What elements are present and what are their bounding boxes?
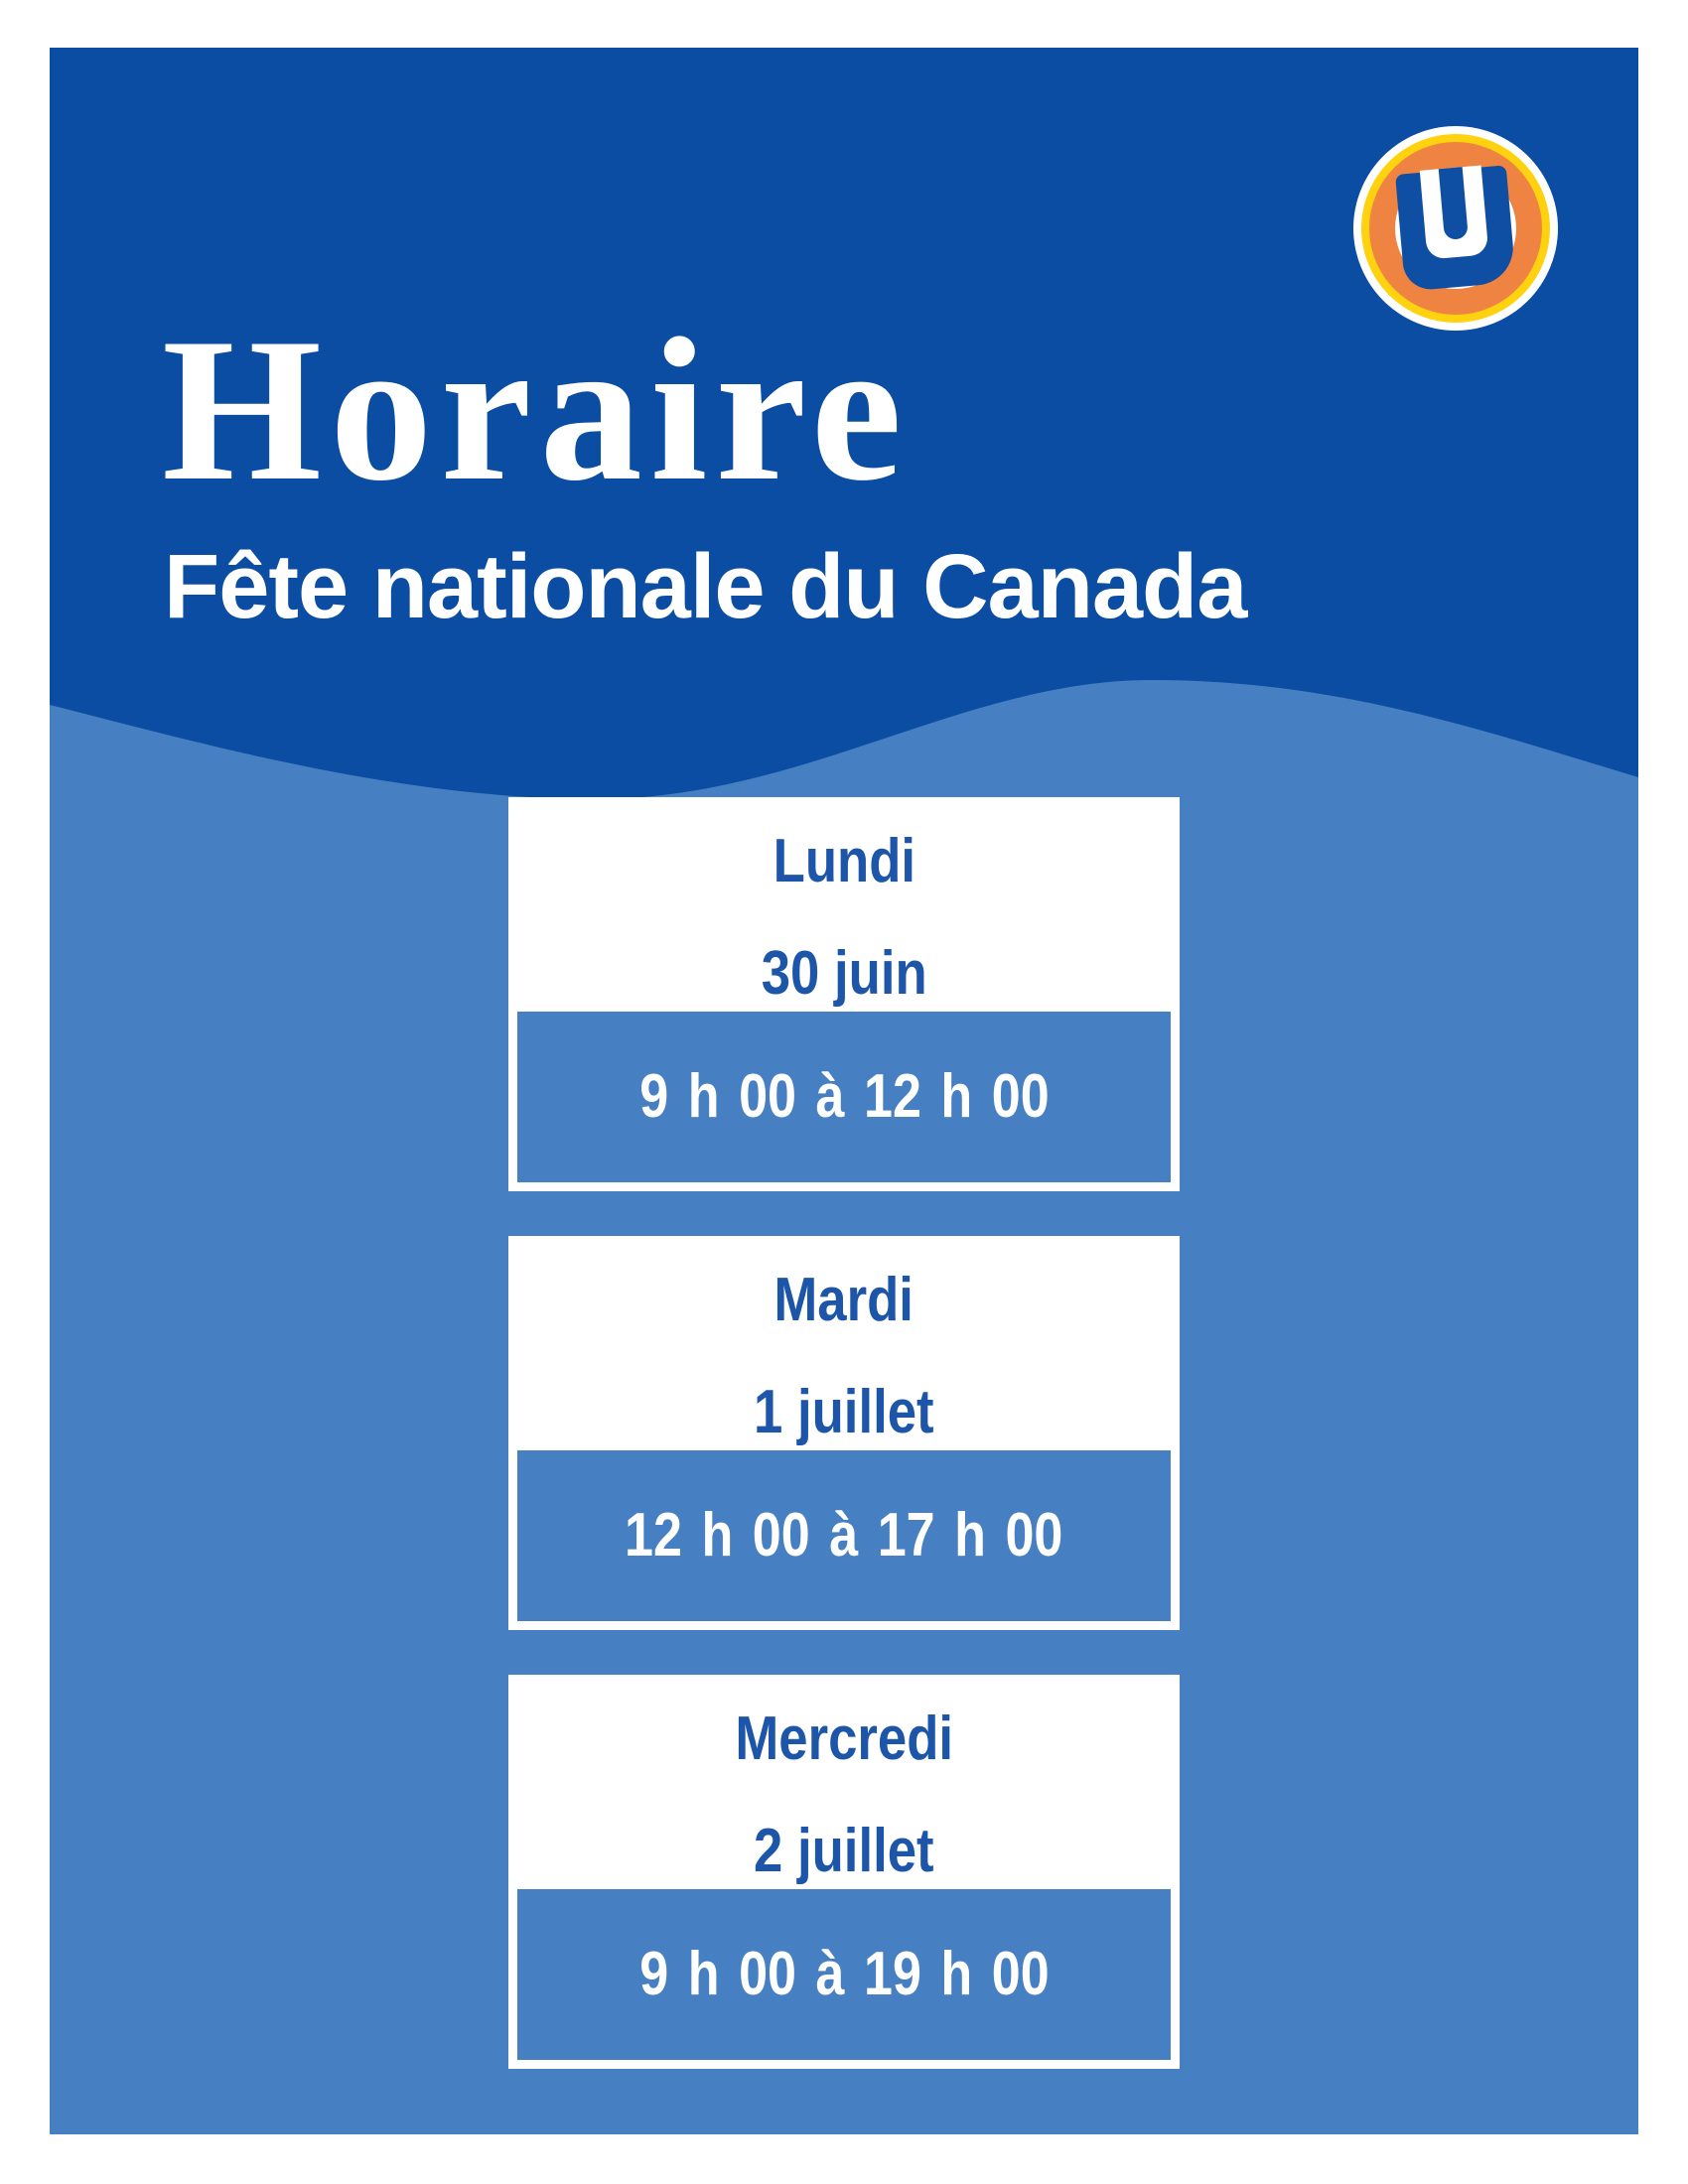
logo-orange-ring (1369, 142, 1542, 315)
logo-white-center (1395, 165, 1516, 292)
header-wave-shape (50, 48, 1638, 799)
logo-u-glyph (1395, 165, 1516, 292)
hours-label: 9 h 00 à 12 h 00 (638, 1062, 1050, 1131)
day-label: Lundi (773, 827, 915, 895)
day-header: Mercredi 2 juillet (508, 1675, 1180, 1889)
date-label: 1 juillet (754, 1378, 934, 1446)
schedule-card-lundi: Lundi 30 juin 9 h 00 à 12 h 00 (508, 797, 1180, 1191)
logo-yellow-ring (1361, 134, 1550, 323)
day-header: Lundi 30 juin (508, 797, 1180, 1012)
uniprix-logo-icon (1353, 126, 1558, 331)
poster-subtitle: Fête nationale du Canada (164, 536, 1247, 637)
hours-band: 9 h 00 à 12 h 00 (517, 1012, 1171, 1182)
date-label: 2 juillet (754, 1817, 934, 1885)
hours-label: 12 h 00 à 17 h 00 (625, 1501, 1063, 1570)
poster-background: Horaire Fête nationale du Canada Lundi 3… (50, 48, 1638, 2134)
day-header: Mardi 1 juillet (508, 1236, 1180, 1450)
date-label: 30 juin (761, 939, 927, 1008)
schedule-card-mardi: Mardi 1 juillet 12 h 00 à 17 h 00 (508, 1236, 1180, 1630)
schedule-card-mercredi: Mercredi 2 juillet 9 h 00 à 19 h 00 (508, 1675, 1180, 2069)
day-label: Mercredi (735, 1705, 953, 1773)
hours-band: 9 h 00 à 19 h 00 (517, 1889, 1171, 2060)
poster-title: Horaire (162, 296, 911, 523)
day-label: Mardi (774, 1266, 914, 1334)
hours-band: 12 h 00 à 17 h 00 (517, 1450, 1171, 1621)
hours-label: 9 h 00 à 19 h 00 (638, 1940, 1050, 2008)
